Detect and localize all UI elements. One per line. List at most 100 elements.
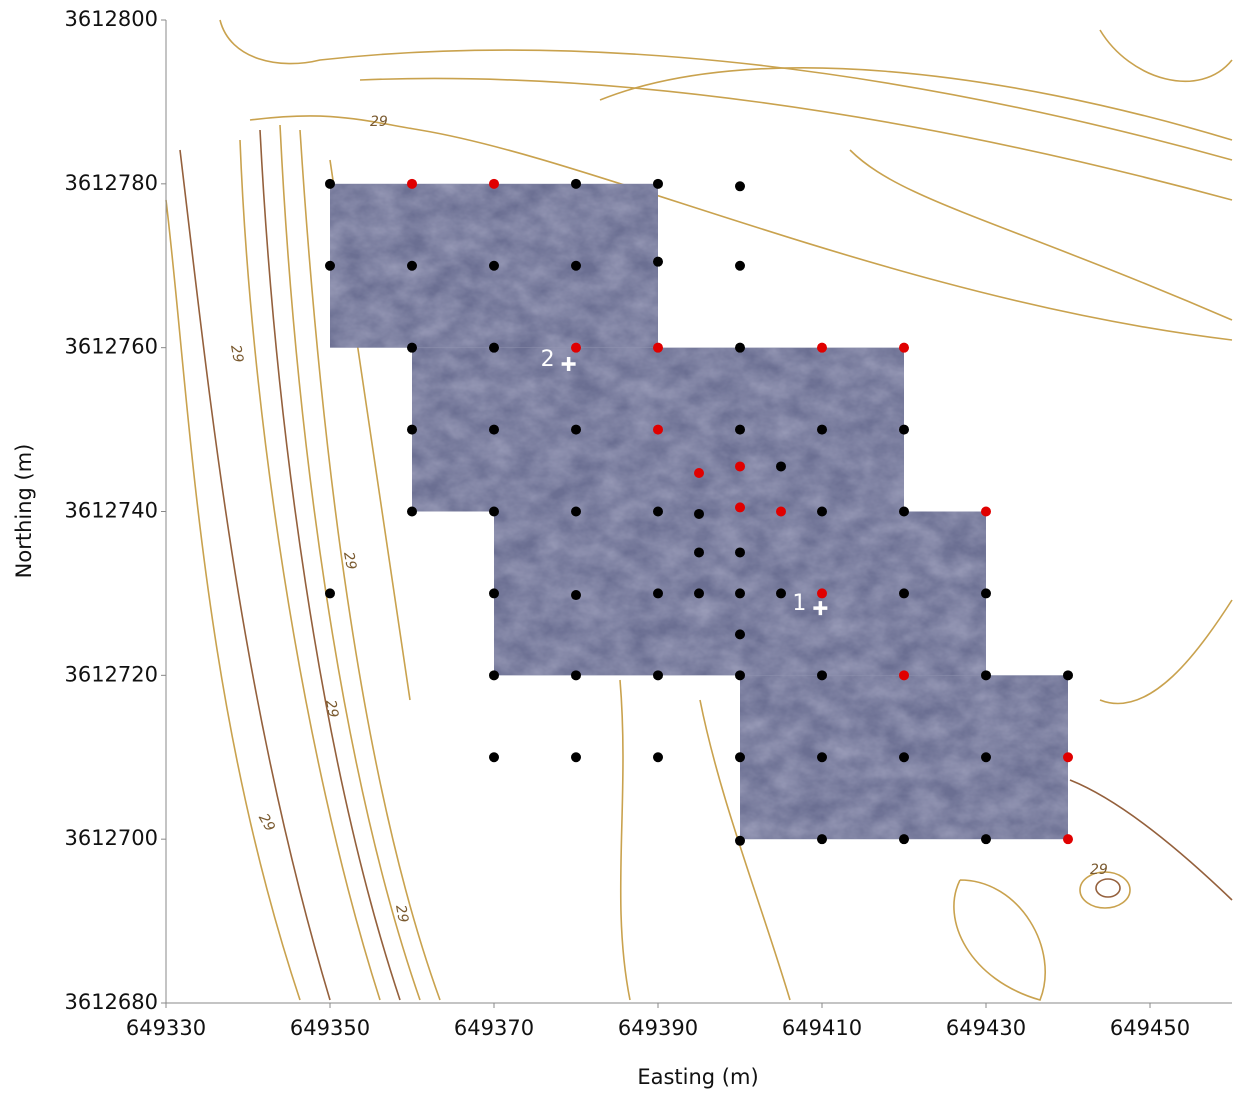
survey-point [571, 752, 581, 762]
survey-point [571, 590, 581, 600]
y-tick-label: 3612680 [64, 990, 158, 1014]
survey-point [571, 507, 581, 517]
survey-point [735, 425, 745, 435]
y-tick-label: 3612720 [64, 662, 158, 686]
survey-point [571, 261, 581, 271]
x-tick-label: 649370 [454, 1016, 534, 1040]
survey-point [571, 670, 581, 680]
survey-point [735, 670, 745, 680]
annotation-label: 1 [792, 591, 806, 616]
survey-point [653, 507, 663, 517]
x-tick-label: 649350 [290, 1016, 370, 1040]
survey-point [899, 752, 909, 762]
contour-label: 29 [255, 811, 278, 835]
survey-point [735, 181, 745, 191]
annotation-label: 2 [541, 347, 555, 372]
contour-label: 29 [1090, 862, 1108, 878]
contour [1100, 600, 1232, 704]
survey-point [899, 588, 909, 598]
y-tick-label: 3612700 [64, 826, 158, 850]
survey-point [817, 425, 827, 435]
y-tick-label: 3612760 [64, 335, 158, 359]
survey-point [1063, 670, 1073, 680]
contour [850, 150, 1232, 320]
survey-point [817, 752, 827, 762]
contour-label: 29 [340, 551, 359, 571]
survey-point [571, 179, 581, 189]
survey-point [899, 507, 909, 517]
survey-point [653, 343, 663, 353]
survey-point [776, 507, 786, 517]
survey-point [571, 343, 581, 353]
map-chart: 29 29 29 29 29 29 29 6493306493506493706… [0, 0, 1233, 1093]
survey-point [653, 179, 663, 189]
x-axis-title: Easting (m) [637, 1065, 758, 1089]
survey-point [694, 547, 704, 557]
contour-label: 29 [322, 699, 341, 719]
survey-point [1063, 752, 1073, 762]
survey-point [735, 547, 745, 557]
survey-point [735, 836, 745, 846]
survey-point [981, 507, 991, 517]
survey-point [735, 343, 745, 353]
survey-point [817, 670, 827, 680]
x-tick-label: 649330 [126, 1016, 206, 1040]
contour [1096, 879, 1120, 897]
survey-point [735, 261, 745, 271]
survey-point [981, 670, 991, 680]
contour [166, 200, 300, 1000]
survey-point [407, 425, 417, 435]
survey-point [489, 179, 499, 189]
survey-point [776, 461, 786, 471]
contour [954, 880, 1045, 1000]
x-tick-label: 649450 [1110, 1016, 1190, 1040]
survey-point [817, 507, 827, 517]
survey-point [899, 834, 909, 844]
survey-point [817, 588, 827, 598]
survey-point [899, 343, 909, 353]
contour-label: 29 [392, 904, 411, 924]
contour [620, 680, 630, 1000]
x-tick-label: 649410 [782, 1016, 862, 1040]
survey-point [735, 629, 745, 639]
survey-point [407, 343, 417, 353]
contour-label: 29 [370, 114, 388, 130]
y-axis-title: Northing (m) [12, 444, 36, 579]
survey-point [899, 670, 909, 680]
survey-point [817, 343, 827, 353]
y-tick-label: 3612780 [64, 171, 158, 195]
survey-point [653, 257, 663, 267]
contour [1100, 30, 1232, 81]
contour [600, 68, 1232, 140]
survey-point [653, 752, 663, 762]
survey-point [735, 502, 745, 512]
survey-point [489, 425, 499, 435]
contour [1070, 780, 1232, 900]
x-tick-label: 649390 [618, 1016, 698, 1040]
survey-point [325, 588, 335, 598]
survey-point [653, 425, 663, 435]
survey-point [981, 588, 991, 598]
survey-point [489, 752, 499, 762]
survey-point [817, 834, 827, 844]
survey-point [981, 752, 991, 762]
survey-point [735, 461, 745, 471]
survey-point [694, 509, 704, 519]
survey-point [1063, 834, 1073, 844]
survey-point [735, 588, 745, 598]
survey-point [489, 670, 499, 680]
survey-point [653, 588, 663, 598]
survey-point [694, 468, 704, 478]
survey-point [489, 261, 499, 271]
survey-point [981, 834, 991, 844]
survey-point [325, 179, 335, 189]
survey-point [694, 588, 704, 598]
survey-point [489, 507, 499, 517]
survey-point [407, 179, 417, 189]
survey-point [407, 261, 417, 271]
survey-point [489, 343, 499, 353]
contour [220, 20, 1232, 160]
y-tick-label: 3612740 [64, 499, 158, 523]
survey-point [407, 507, 417, 517]
survey-point [325, 261, 335, 271]
